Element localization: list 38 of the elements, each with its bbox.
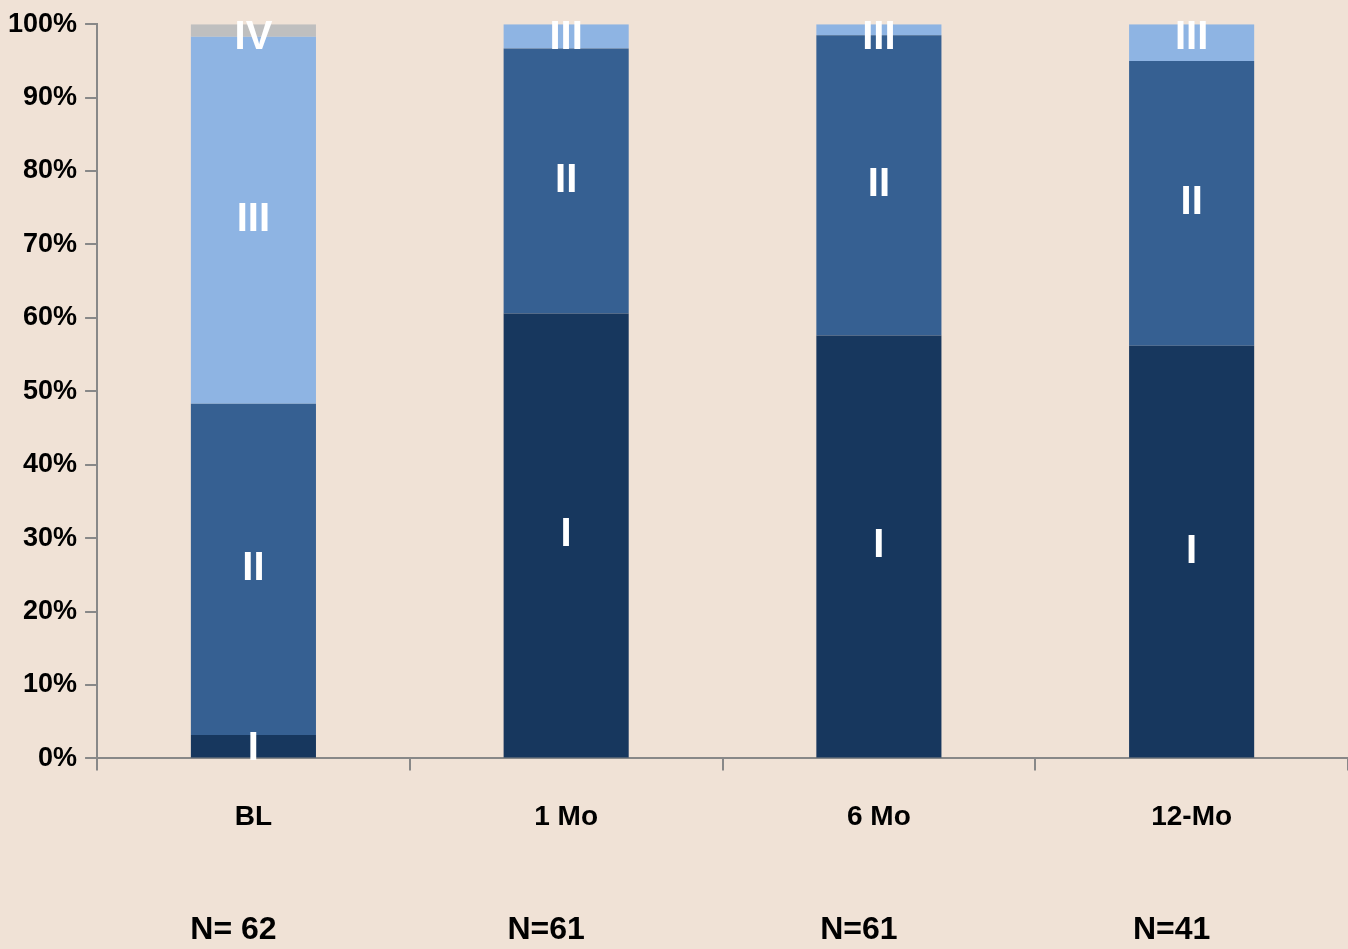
text: II xyxy=(242,544,265,589)
text: N=61 xyxy=(820,909,898,946)
y-tick-label: 10% xyxy=(23,668,78,699)
text: III xyxy=(1174,13,1209,58)
y-tick-label: 100% xyxy=(7,7,78,38)
text: III xyxy=(236,195,271,240)
x-tick-label: 6 Mo xyxy=(847,799,911,831)
y-tick-label: 80% xyxy=(23,154,78,185)
series-label: IV xyxy=(234,13,273,58)
x-tick-label: 12-Mo xyxy=(1151,799,1233,831)
text: II xyxy=(555,155,578,200)
text: N=61 xyxy=(507,909,585,946)
y-tick-label: 0% xyxy=(38,741,78,772)
x-tick-label: BL xyxy=(234,799,273,831)
text: I xyxy=(1186,526,1198,571)
series-label: III xyxy=(862,13,896,58)
y-tick-label: 50% xyxy=(23,374,78,405)
text: I xyxy=(873,521,885,566)
text: II xyxy=(867,160,891,205)
y-tick-label: 40% xyxy=(23,448,78,479)
bar xyxy=(1129,60,1255,346)
bar xyxy=(190,734,316,758)
text: I xyxy=(560,510,572,555)
y-tick-label: 90% xyxy=(23,81,78,112)
bar xyxy=(1129,345,1255,758)
text: III xyxy=(549,13,583,58)
bar xyxy=(816,335,942,758)
bar xyxy=(503,48,629,314)
text: N= 62 xyxy=(190,909,277,946)
y-tick-label: 60% xyxy=(23,301,78,332)
y-tick-label: 30% xyxy=(23,521,78,552)
y-tick-label: 20% xyxy=(23,595,78,626)
bar xyxy=(503,313,629,758)
series-label: II xyxy=(1180,178,1203,223)
text: N=41 xyxy=(1132,909,1211,946)
y-tick-label: 70% xyxy=(23,227,78,258)
series-label: I xyxy=(247,723,259,768)
x-tick-label: 1 Mo xyxy=(534,799,599,831)
